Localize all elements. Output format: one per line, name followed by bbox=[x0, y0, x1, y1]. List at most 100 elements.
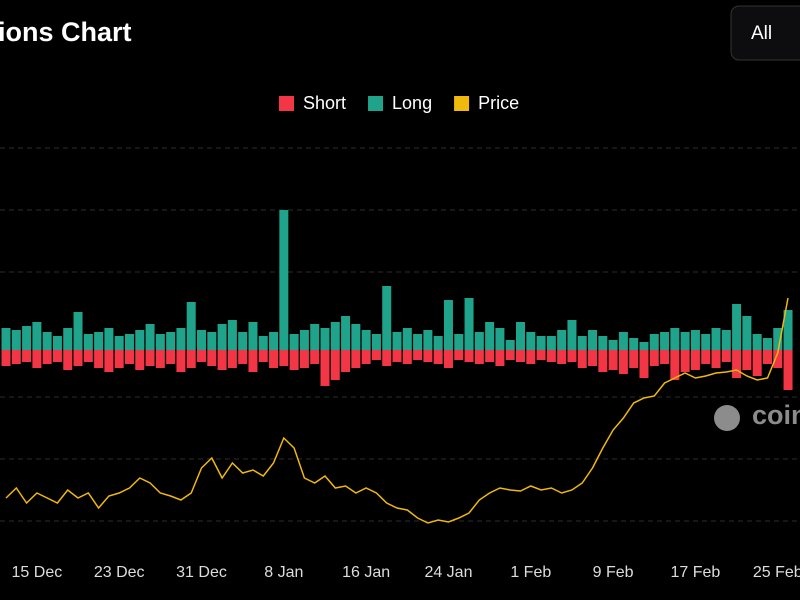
bar bbox=[248, 322, 258, 350]
bar bbox=[32, 350, 42, 368]
bar bbox=[42, 332, 52, 350]
bar bbox=[629, 350, 639, 368]
x-tick-label: 16 Jan bbox=[342, 564, 390, 581]
grid bbox=[0, 147, 800, 522]
bar bbox=[454, 334, 464, 350]
bar bbox=[114, 336, 124, 350]
bar bbox=[258, 336, 268, 350]
legend-label: Price bbox=[478, 93, 519, 113]
bar bbox=[557, 350, 567, 364]
bar bbox=[660, 332, 670, 350]
bar bbox=[176, 350, 186, 372]
bar bbox=[289, 334, 299, 350]
bar bbox=[186, 302, 196, 350]
bar bbox=[279, 210, 289, 350]
bar bbox=[618, 350, 628, 374]
bar bbox=[464, 298, 474, 350]
watermark-text: coin bbox=[752, 400, 800, 430]
bar bbox=[52, 336, 62, 350]
bar bbox=[145, 350, 155, 366]
bar bbox=[567, 350, 577, 362]
bar bbox=[598, 336, 608, 350]
x-tick-label: 23 Dec bbox=[94, 564, 145, 581]
bar bbox=[197, 330, 207, 350]
bar bbox=[454, 350, 464, 360]
bar bbox=[176, 328, 186, 350]
bar bbox=[505, 340, 515, 350]
bar bbox=[711, 328, 721, 350]
bar bbox=[701, 334, 711, 350]
bar bbox=[104, 328, 114, 350]
bar bbox=[207, 350, 217, 366]
bar bbox=[238, 350, 248, 364]
bar bbox=[639, 342, 649, 350]
bar bbox=[413, 334, 423, 350]
range-button[interactable] bbox=[730, 5, 800, 61]
bar bbox=[433, 350, 443, 364]
bar bbox=[557, 330, 567, 350]
bar bbox=[361, 330, 371, 350]
bar bbox=[104, 350, 114, 372]
bar bbox=[22, 350, 32, 362]
legend: Short Long Price bbox=[279, 93, 519, 113]
bar bbox=[670, 350, 680, 380]
bar bbox=[536, 350, 546, 360]
bar bbox=[402, 350, 412, 364]
bar bbox=[588, 330, 598, 350]
bar bbox=[351, 324, 361, 350]
bar bbox=[83, 334, 93, 350]
bar bbox=[94, 332, 104, 350]
legend-label: Short bbox=[303, 93, 346, 113]
x-tick-label: 17 Feb bbox=[671, 564, 721, 581]
bar bbox=[227, 350, 237, 368]
bar bbox=[1, 328, 11, 350]
x-tick-label: 8 Jan bbox=[264, 564, 303, 581]
page-title: ions Chart bbox=[0, 17, 132, 47]
price-line bbox=[5, 297, 789, 524]
bar bbox=[505, 350, 515, 360]
bar bbox=[361, 350, 371, 364]
bar bbox=[474, 350, 484, 364]
bar bbox=[155, 334, 165, 350]
bar bbox=[618, 332, 628, 350]
x-tick-label: 25 Feb bbox=[753, 564, 800, 581]
bar bbox=[341, 316, 351, 350]
bar bbox=[433, 336, 443, 350]
x-tick-label: 9 Feb bbox=[593, 564, 634, 581]
bar bbox=[762, 350, 772, 364]
bar bbox=[402, 328, 412, 350]
bar bbox=[94, 350, 104, 368]
bar bbox=[248, 350, 258, 372]
bar bbox=[577, 350, 587, 368]
bar bbox=[392, 350, 402, 362]
bar bbox=[299, 350, 309, 368]
bar bbox=[258, 350, 268, 362]
bar bbox=[773, 328, 783, 350]
bar bbox=[310, 324, 320, 350]
bar bbox=[546, 350, 556, 362]
bar bbox=[207, 332, 217, 350]
bar bbox=[197, 350, 207, 362]
x-tick-label: 15 Dec bbox=[12, 564, 63, 581]
bar bbox=[495, 328, 505, 350]
bar bbox=[423, 330, 433, 350]
bar bbox=[371, 334, 381, 350]
bar bbox=[166, 350, 176, 364]
bar bbox=[382, 286, 392, 350]
bar bbox=[135, 330, 145, 350]
x-tick-label: 1 Feb bbox=[510, 564, 551, 581]
bar bbox=[608, 350, 618, 370]
range-button-label[interactable]: All bbox=[751, 23, 772, 44]
bar bbox=[629, 338, 639, 350]
bar bbox=[752, 350, 762, 376]
bar bbox=[495, 350, 505, 366]
bar bbox=[310, 350, 320, 364]
bar bbox=[63, 350, 73, 370]
bar bbox=[73, 312, 83, 350]
bar bbox=[711, 350, 721, 368]
bar bbox=[299, 330, 309, 350]
bar bbox=[238, 332, 248, 350]
bar bbox=[1, 350, 11, 366]
bar bbox=[649, 350, 659, 366]
bar bbox=[217, 350, 227, 370]
